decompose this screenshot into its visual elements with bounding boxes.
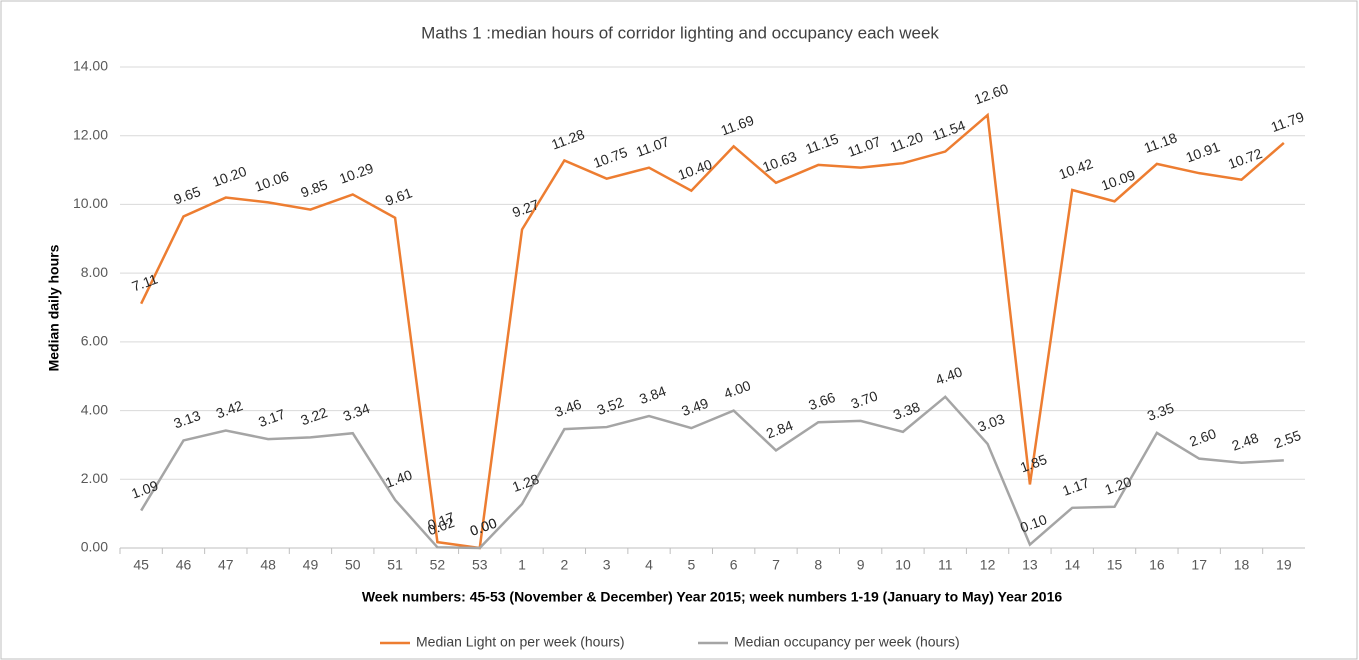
x-tick-label: 19 (1276, 557, 1292, 573)
x-tick-label: 3 (603, 557, 611, 573)
y-tick-label: 14.00 (73, 58, 108, 74)
chart-title: Maths 1 :median hours of corridor lighti… (421, 23, 939, 42)
x-tick-label: 2 (560, 557, 568, 573)
x-tick-label: 13 (1022, 557, 1038, 573)
x-tick-label: 16 (1149, 557, 1165, 573)
x-tick-label: 5 (687, 557, 695, 573)
x-tick-label: 15 (1107, 557, 1123, 573)
x-tick-label: 51 (387, 557, 403, 573)
y-tick-label: 10.00 (73, 195, 108, 211)
legend-label: Median Light on per week (hours) (416, 634, 625, 650)
x-tick-label: 45 (133, 557, 149, 573)
x-tick-label: 6 (730, 557, 738, 573)
y-axis-title: Median daily hours (46, 244, 62, 371)
x-tick-label: 12 (980, 557, 996, 573)
y-tick-label: 0.00 (81, 539, 108, 555)
y-tick-label: 6.00 (81, 333, 108, 349)
x-tick-label: 48 (260, 557, 276, 573)
x-tick-label: 10 (895, 557, 911, 573)
x-tick-label: 11 (938, 557, 953, 573)
x-tick-label: 7 (772, 557, 780, 573)
series-line (140, 395, 1284, 550)
x-tick-label: 47 (218, 557, 234, 573)
x-tick-label: 17 (1191, 557, 1207, 573)
x-tick-label: 8 (814, 557, 822, 573)
series-line (140, 112, 1285, 550)
x-tick-label: 53 (472, 557, 488, 573)
x-tick-label: 18 (1234, 557, 1250, 573)
y-tick-label: 12.00 (73, 126, 108, 142)
x-axis-title: Week numbers: 45-53 (November & December… (362, 589, 1063, 605)
x-tick-label: 4 (645, 557, 653, 573)
x-tick-label: 49 (303, 557, 319, 573)
x-tick-label: 46 (176, 557, 192, 573)
x-tick-label: 50 (345, 557, 361, 573)
y-tick-label: 4.00 (81, 401, 108, 417)
y-tick-label: 8.00 (81, 264, 108, 280)
legend-label: Median occupancy per week (hours) (734, 634, 960, 650)
x-tick-label: 52 (430, 557, 446, 573)
x-tick-label: 9 (857, 557, 865, 573)
x-tick-label: 14 (1064, 557, 1080, 573)
x-tick-label: 1 (518, 557, 526, 573)
y-tick-label: 2.00 (81, 470, 108, 486)
